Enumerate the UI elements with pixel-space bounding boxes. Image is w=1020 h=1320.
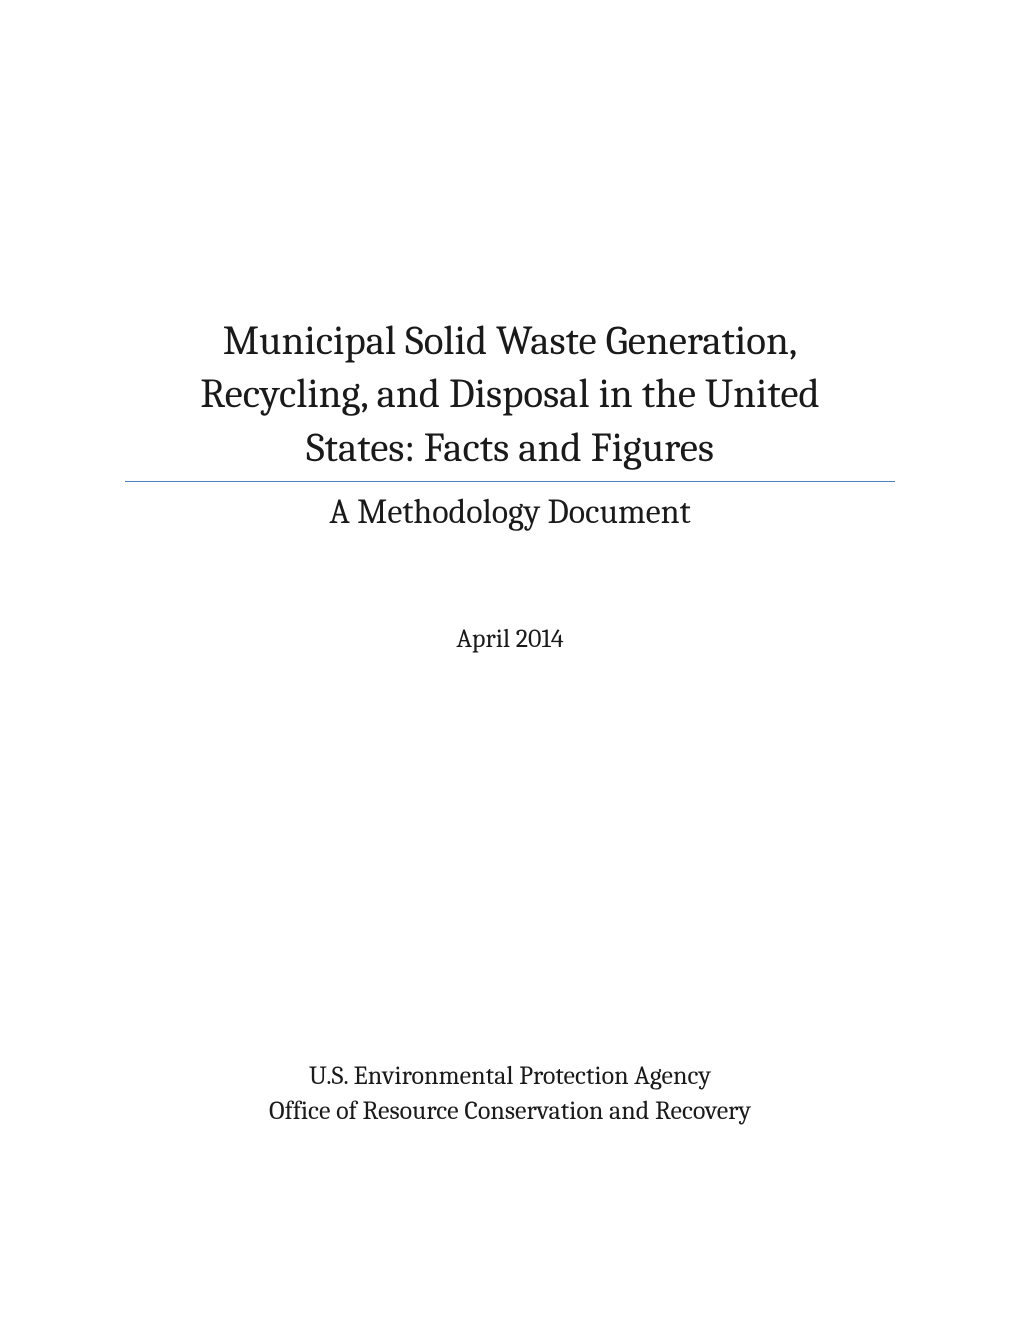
publication-date: April 2014	[125, 624, 895, 654]
title-block: Municipal Solid Waste Generation, Recycl…	[125, 315, 895, 532]
main-title: Municipal Solid Waste Generation, Recycl…	[125, 315, 895, 482]
title-line-3: States: Facts and Figures	[306, 425, 714, 472]
title-line-2: Recycling, and Disposal in the United	[200, 371, 819, 418]
agency-office: Office of Resource Conservation and Reco…	[125, 1094, 895, 1129]
agency-block: U.S. Environmental Protection Agency Off…	[125, 1059, 895, 1129]
title-line-1: Municipal Solid Waste Generation,	[223, 318, 798, 365]
agency-name: U.S. Environmental Protection Agency	[125, 1059, 895, 1094]
subtitle: A Methodology Document	[125, 492, 895, 532]
document-page: Municipal Solid Waste Generation, Recycl…	[0, 0, 1020, 1320]
